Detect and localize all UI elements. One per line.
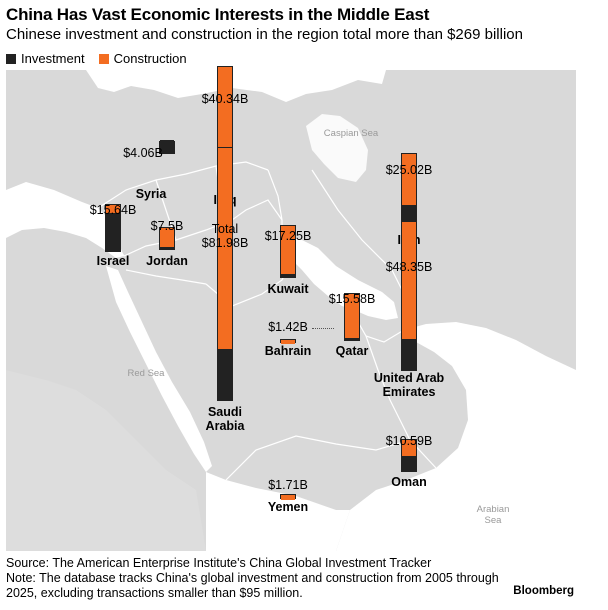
map: Caspian Sea Red Sea Arabian Sea: [6, 70, 576, 551]
bar-kuwait: [280, 224, 296, 278]
caspian-sea-label: Caspian Sea: [323, 128, 379, 139]
legend-label-construction: Construction: [113, 51, 187, 66]
bar-investment-saudi: [218, 348, 232, 400]
value-label-bahrain: $1.42B: [268, 320, 308, 334]
bar-construction-iran: [402, 154, 416, 207]
bar-oman: [401, 439, 417, 472]
bar-construction-kuwait: [281, 225, 295, 276]
country-name-saudi: Saudi Arabia: [205, 405, 245, 433]
legend-swatch-construction: [98, 53, 109, 64]
bar-investment-kuwait: [281, 273, 295, 277]
source-note: Source: The American Enterprise Institut…: [6, 556, 432, 570]
legend-item-investment: Investment: [6, 51, 85, 66]
bar-jordan: [159, 226, 175, 250]
legend: Investment Construction: [6, 51, 201, 66]
value-label-iraq: $40.34B: [201, 92, 249, 106]
total-prefix-saudi: Total: [211, 222, 239, 236]
bar-construction-oman: [402, 440, 416, 458]
value-label-yemen: $1.71B: [268, 478, 308, 492]
map-basemap: [6, 70, 576, 551]
country-name-bahrain: Bahrain: [264, 344, 312, 358]
bar-syria: [159, 139, 175, 154]
bar-construction-saudi: [218, 147, 232, 351]
value-label-qatar: $15.58B: [328, 292, 376, 306]
country-name-jordan: Jordan: [146, 254, 188, 268]
bar-construction-jordan: [160, 227, 174, 249]
bar-construction-bahrain: [281, 339, 295, 344]
bar-investment-syria: [160, 139, 174, 153]
chart-subtitle: Chinese investment and construction in t…: [6, 26, 523, 43]
legend-item-construction: Construction: [98, 51, 187, 66]
value-label-uae: $48.35B: [385, 260, 433, 274]
brand-logo: Bloomberg: [513, 585, 574, 597]
value-label-syria: $4.06B: [123, 146, 163, 160]
bahrain-leader-line: [312, 328, 334, 329]
bar-construction-yemen: [281, 494, 295, 500]
country-name-uae: United Arab Emirates: [373, 371, 445, 399]
bar-construction-israel: [106, 204, 120, 215]
country-name-oman: Oman: [391, 475, 427, 489]
bar-construction-iraq: [218, 66, 232, 158]
country-name-kuwait: Kuwait: [267, 282, 309, 296]
bar-yemen: [280, 493, 296, 500]
bar-israel: [105, 203, 121, 252]
bar-investment-israel: [106, 212, 120, 251]
footer: Source: The American Enterprise Institut…: [6, 556, 506, 601]
bar-construction-uae: [402, 222, 416, 341]
country-name-qatar: Qatar: [335, 344, 369, 358]
legend-label-investment: Investment: [21, 51, 85, 66]
bar-investment-oman: [402, 455, 416, 471]
chart-title: China Has Vast Economic Interests in the…: [6, 5, 430, 24]
bar-investment-qatar: [345, 337, 359, 340]
methodology-note: Note: The database tracks China's global…: [6, 571, 499, 600]
country-name-syria: Syria: [135, 187, 167, 201]
bar-saudi: [217, 146, 233, 401]
bar-investment-uae: [402, 338, 416, 370]
bar-construction-qatar: [345, 293, 359, 340]
bar-qatar: [344, 292, 360, 341]
bar-investment-jordan: [160, 247, 174, 249]
country-name-israel: Israel: [96, 254, 130, 268]
value-label-saudi: Total $81.98B: [202, 222, 249, 250]
value-label-jordan: $7.5B: [150, 219, 184, 233]
bar-uae: [401, 221, 417, 371]
value-label-oman: $10.59B: [385, 434, 433, 448]
bar-bahrain: [280, 338, 296, 344]
total-value-saudi: $81.98B: [201, 236, 249, 250]
value-label-iran: $25.02B: [385, 163, 433, 177]
legend-swatch-investment: [6, 53, 16, 64]
country-name-yemen: Yemen: [267, 500, 309, 514]
red-sea-label: Red Sea: [127, 368, 165, 379]
arabian-sea-label: Arabian Sea: [476, 504, 510, 526]
value-label-israel: $15.64B: [89, 203, 137, 217]
value-label-kuwait: $17.25B: [264, 229, 312, 243]
